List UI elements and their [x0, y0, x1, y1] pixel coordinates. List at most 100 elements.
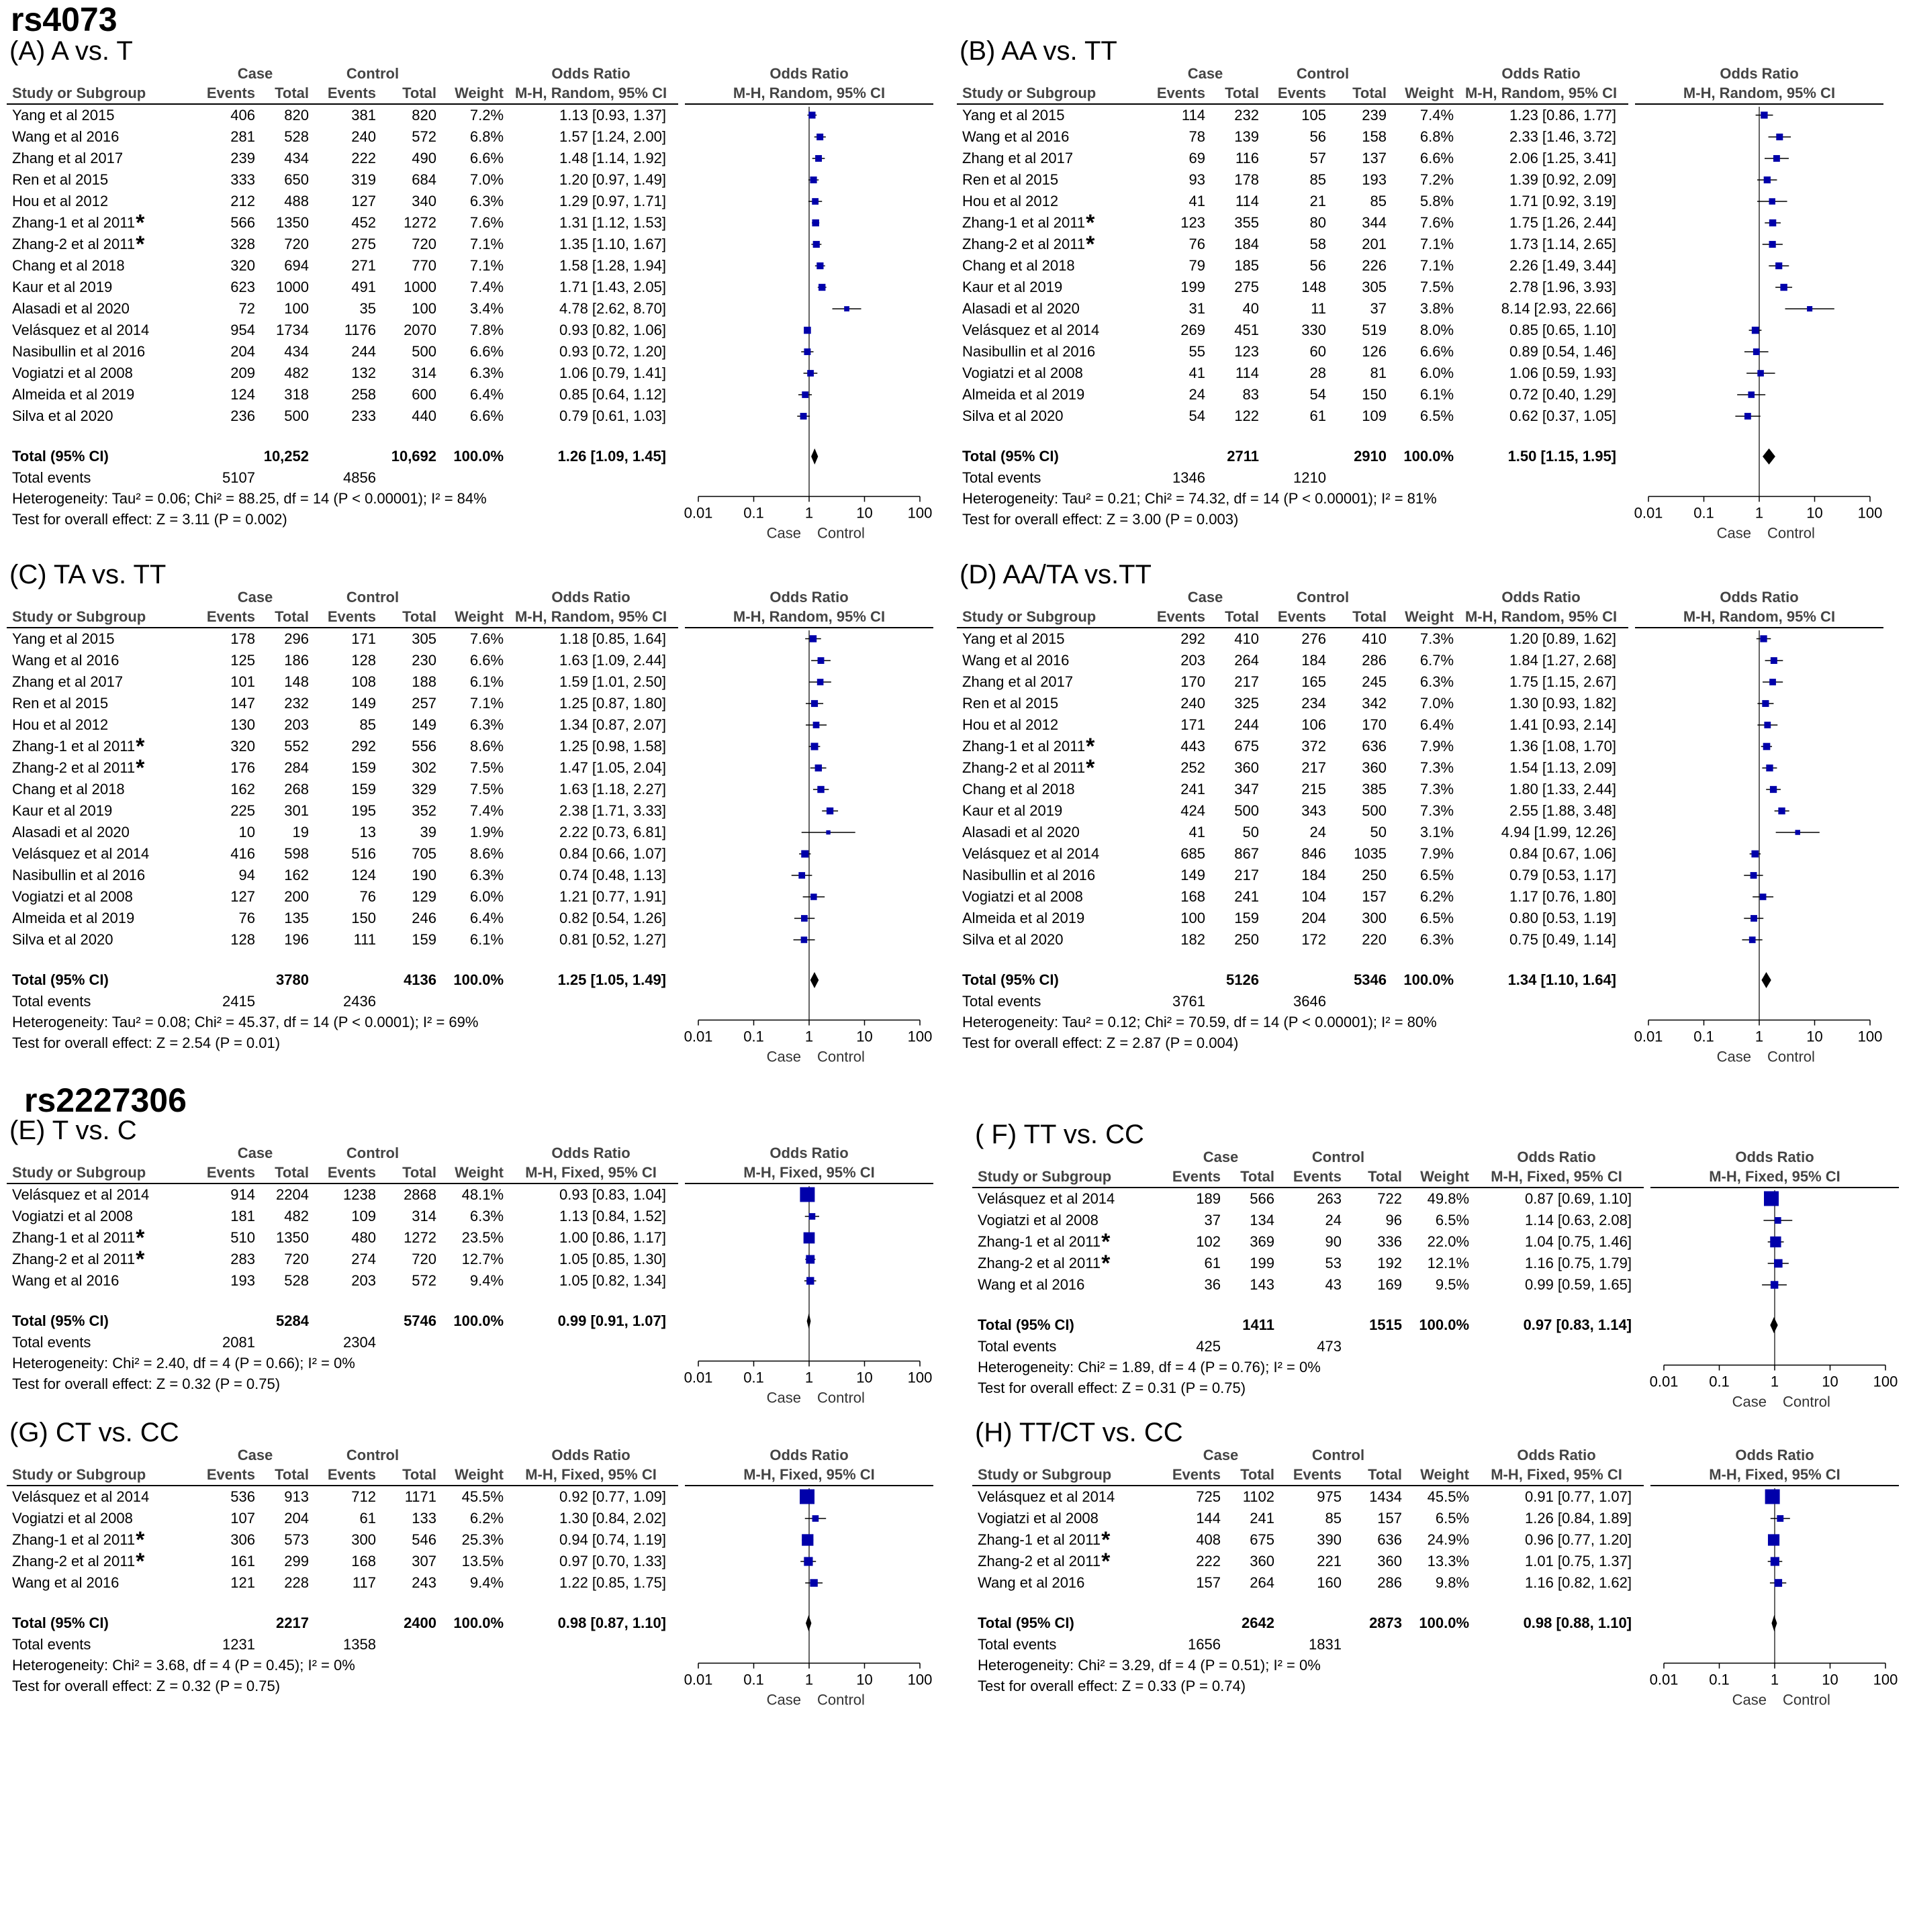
case-total: 134: [1250, 1212, 1274, 1228]
odds-ratio-value: 1.29 [0.97, 1.71]: [559, 193, 667, 209]
control-total: 239: [1362, 107, 1387, 124]
control-events: 35: [359, 300, 376, 317]
control-events: 90: [1325, 1233, 1342, 1250]
study-square: [1764, 1191, 1779, 1206]
case-events: 78: [1188, 128, 1205, 145]
total-case: 5126: [1226, 971, 1259, 988]
case-total: 264: [1250, 1574, 1274, 1591]
odds-ratio-header: Odds Ratio: [1517, 1149, 1596, 1165]
control-events: 160: [1317, 1574, 1342, 1591]
control-events: 124: [351, 867, 376, 883]
study-row: Vogiatzi et al 2008 168 241 104 157 6.2% 1.17 …: [957, 886, 1628, 908]
control-total: 286: [1362, 652, 1387, 669]
blank-cell: [1402, 1634, 1469, 1655]
odds-ratio-value: 1.21 [0.77, 1.91]: [559, 888, 667, 905]
study-row: Vogiatzi et al 2008 41 114 28 81 6.0% 1.06 [0.…: [957, 363, 1628, 384]
case-events: 178: [230, 630, 255, 647]
total-odds-ratio: 1.50 [1.15, 1.95]: [1507, 448, 1617, 465]
control-events: 171: [351, 630, 376, 647]
weight-value: 49.8%: [1427, 1190, 1470, 1207]
spacer-cell: [957, 427, 1628, 446]
case-total: 185: [1234, 257, 1259, 274]
case-events: 121: [230, 1574, 255, 1591]
study-name-text: Silva et al 2020: [962, 407, 1064, 424]
control-total-header: Total: [376, 83, 437, 105]
case-total: 552: [284, 738, 309, 755]
study-row: Yang et al 2015 406 820 381 820 7.2% 1.13 [0.9…: [7, 104, 678, 126]
weight-value: 6.7%: [1419, 652, 1454, 669]
weight-value: 6.4%: [469, 386, 504, 403]
study-name: Zhang-2 et al 2011*: [957, 233, 1152, 256]
control-events: 109: [351, 1208, 376, 1224]
control-total: 220: [1362, 931, 1387, 948]
case-events: 222: [1196, 1553, 1221, 1569]
case-total: 40: [1242, 300, 1259, 317]
total-odds-ratio: 0.98 [0.88, 1.10]: [1523, 1614, 1632, 1631]
odds-ratio-value: 4.78 [2.62, 8.70]: [559, 300, 667, 317]
control-events: 60: [1309, 343, 1326, 360]
study-name-text: Zhang-2 et al 2011: [12, 1251, 136, 1267]
control-group-header: Control: [1311, 1149, 1365, 1165]
study-row: Almeida et al 2019 24 83 54 150 6.1% 0.72 [0.4…: [957, 384, 1628, 405]
weight-value: 6.3%: [469, 1208, 504, 1224]
study-square: [1753, 348, 1760, 355]
study-name: Yang et al 2015: [957, 104, 1152, 126]
case-total: 232: [1234, 107, 1259, 124]
study-square: [1762, 699, 1769, 708]
case-total: 148: [284, 673, 309, 690]
study-name-text: Chang et al 2018: [962, 257, 1075, 274]
study-name-text: Zhang-1 et al 2011: [12, 214, 136, 231]
study-row: Yang et al 2015 178 296 171 305 7.6% 1.18 [0.8…: [7, 628, 678, 650]
total-weight: 100.0%: [1419, 1614, 1470, 1631]
case-total-header: Total: [255, 607, 309, 628]
case-events: 94: [238, 867, 255, 883]
study-row: Vogiatzi et al 2008 181 482 109 314 6.3% 1.13 …: [7, 1206, 678, 1227]
x-tick-label: 1: [805, 1672, 813, 1688]
study-name: Kaur et al 2019: [957, 277, 1152, 298]
control-events: 61: [1309, 407, 1326, 424]
weight-header: Weight: [1402, 1167, 1470, 1188]
study-name: Vogiatzi et al 2008: [972, 1508, 1167, 1529]
plot-title: Odds Ratio M-H, Fixed, 95% CI: [685, 1144, 933, 1184]
total-case: 1411: [1242, 1316, 1274, 1333]
total-control: 2910: [1354, 448, 1387, 465]
total-label: Total (95% CI): [12, 1312, 109, 1329]
study-square: [826, 830, 831, 835]
control-events: 54: [1309, 386, 1326, 403]
control-events: 24: [1309, 824, 1326, 840]
study-name-text: Silva et al 2020: [12, 931, 113, 948]
study-row: Hou et al 2012 130 203 85 149 6.3% 1.34 [0.87,…: [7, 714, 678, 736]
study-row: Zhang et al 2017 239 434 222 490 6.6% 1.48 [1.…: [7, 148, 678, 169]
study-name: Silva et al 2020: [7, 405, 201, 427]
case-total: 355: [1234, 214, 1259, 231]
favours-control-label: Control: [1767, 525, 1815, 542]
control-total: 820: [412, 107, 437, 124]
forest-plot: 0.01 0.1 1 10 100 Case Control: [684, 630, 933, 1071]
case-group-header: Case: [1203, 1447, 1239, 1463]
weight-value: 7.0%: [1419, 695, 1454, 712]
weight-value: 6.6%: [469, 343, 504, 360]
plot-title-line2: M-H, Random, 95% CI: [685, 83, 933, 105]
blank-cell: [1259, 969, 1326, 991]
case-total: 1350: [276, 1229, 309, 1246]
case-events: 100: [1180, 910, 1205, 926]
study-name-text: Wang et al 2016: [12, 1272, 120, 1289]
control-events: 111: [353, 931, 376, 948]
study-square: [812, 722, 820, 728]
pooled-diamond: [1761, 972, 1771, 988]
control-total: 519: [1362, 322, 1387, 338]
case-group-header: Case: [1187, 589, 1223, 606]
study-name: Zhang-2 et al 2011*: [7, 1550, 201, 1573]
study-square: [1763, 742, 1771, 751]
method-header: M-H, Random, 95% CI: [504, 607, 679, 628]
odds-ratio-value: 1.31 [1.12, 1.53]: [559, 214, 667, 231]
case-events: 203: [1180, 652, 1205, 669]
study-name: Vogiatzi et al 2008: [7, 886, 201, 908]
case-events: 416: [230, 845, 255, 862]
plot-title: Odds Ratio M-H, Fixed, 95% CI: [685, 1446, 933, 1486]
asterisk-mark: *: [1086, 734, 1095, 759]
control-group-header: Control: [346, 1145, 400, 1161]
control-total: 410: [1362, 630, 1387, 647]
blank-cell: [1402, 1446, 1469, 1465]
odds-ratio-value: 1.75 [1.15, 2.67]: [1509, 673, 1617, 690]
